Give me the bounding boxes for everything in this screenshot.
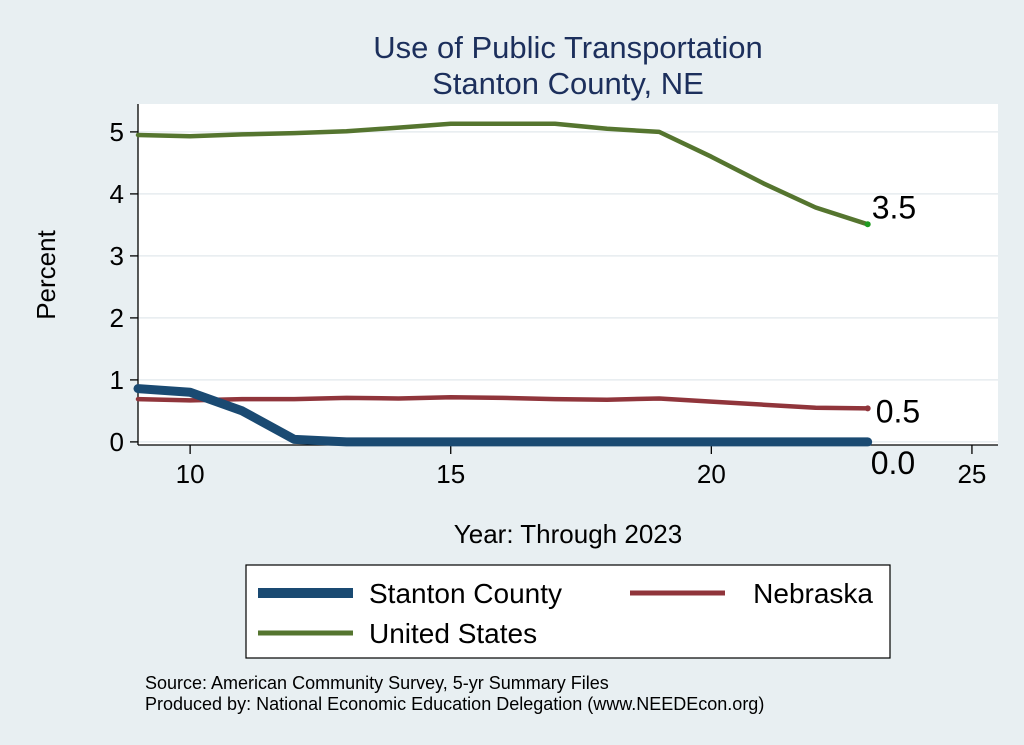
series-line-nebraska xyxy=(135,395,870,411)
source-note: Source: American Community Survey, 5-yr … xyxy=(145,673,609,693)
end-point-nebraska xyxy=(864,405,871,412)
end-label-united-states: 3.5 xyxy=(872,189,916,225)
x-tick-label: 20 xyxy=(697,459,726,489)
producer-note: Produced by: National Economic Education… xyxy=(145,694,764,714)
y-tick-label: 2 xyxy=(110,303,124,333)
end-point-united-states xyxy=(864,221,871,228)
legend-label-united-states: United States xyxy=(369,618,537,649)
x-tick-label: 15 xyxy=(436,459,465,489)
end-label-nebraska: 0.5 xyxy=(876,393,920,429)
chart-title-line-2: Stanton County, NE xyxy=(432,66,704,101)
plot-area xyxy=(138,104,998,445)
y-axis-label: Percent xyxy=(31,229,61,319)
y-tick-label: 4 xyxy=(110,179,124,209)
x-tick-label: 25 xyxy=(957,459,986,489)
y-tick-label: 0 xyxy=(110,427,124,457)
x-tick-label: 10 xyxy=(176,459,205,489)
end-labels: 3.5 0.5 0.0 xyxy=(871,189,920,481)
chart-title-line-1: Use of Public Transportation xyxy=(373,30,762,65)
legend-box xyxy=(245,564,891,659)
y-tick-label: 1 xyxy=(110,365,124,395)
x-axis-label: Year: Through 2023 xyxy=(454,519,682,549)
series-line-united-states xyxy=(135,121,870,227)
series-group xyxy=(133,121,873,447)
series-line-stanton-county xyxy=(133,384,873,447)
legend: Stanton County Nebraska United States xyxy=(258,578,873,649)
y-tick-label: 3 xyxy=(110,241,124,271)
end-label-stanton-county: 0.0 xyxy=(871,445,915,481)
end-point-stanton-county xyxy=(864,438,871,445)
legend-label-stanton-county: Stanton County xyxy=(369,578,562,609)
legend-label-nebraska: Nebraska xyxy=(753,578,873,609)
y-tick-label: 5 xyxy=(110,117,124,147)
